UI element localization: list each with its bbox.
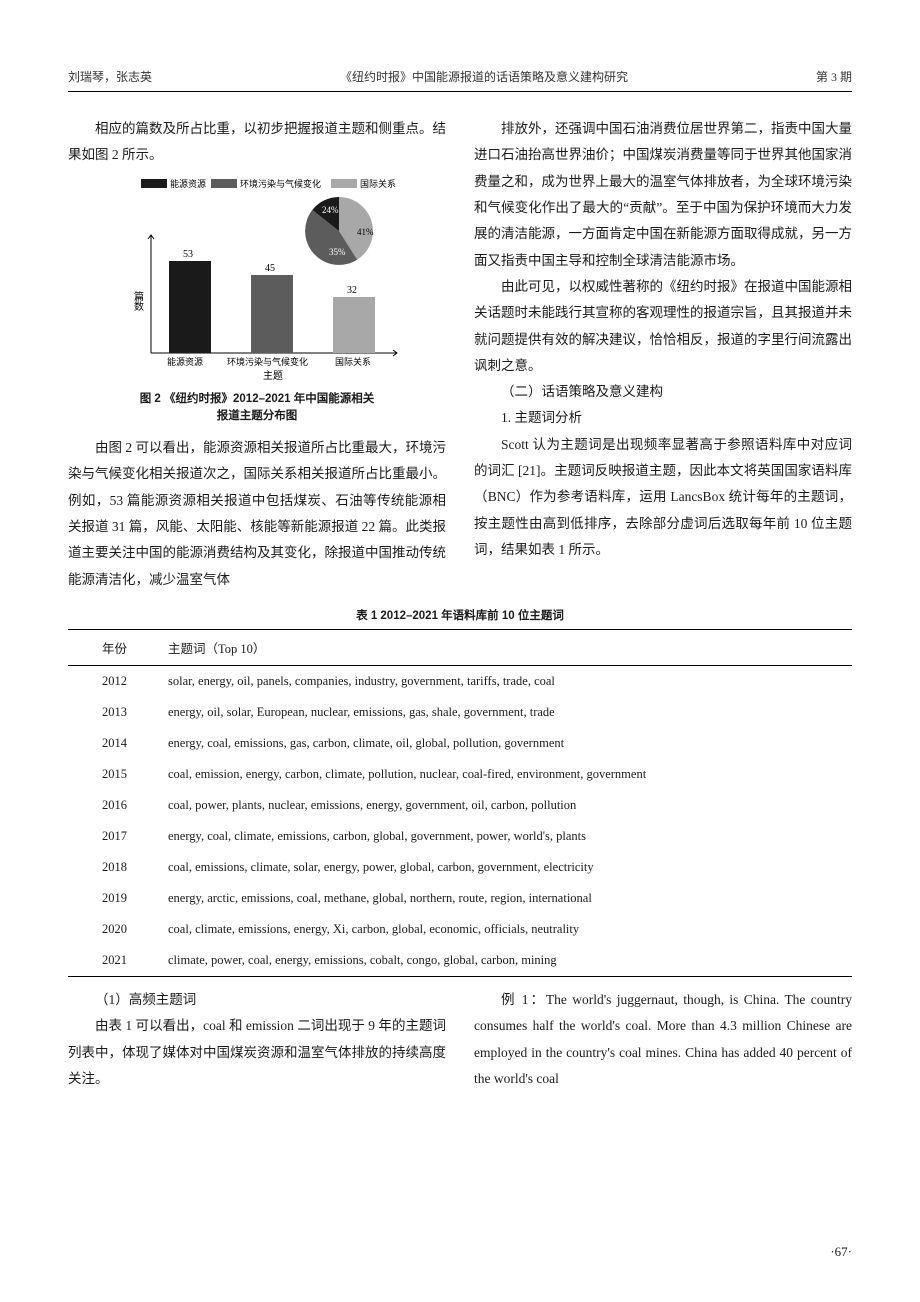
cell-year: 2021 — [68, 945, 158, 977]
cell-year: 2013 — [68, 697, 158, 728]
legend-2: 环境污染与气候变化 — [240, 178, 321, 189]
cell-topic: coal, emissions, climate, solar, energy,… — [158, 852, 852, 883]
cell-topic: energy, coal, emissions, gas, carbon, cl… — [158, 728, 852, 759]
xcat-2: 环境污染与气候变化 — [227, 356, 308, 367]
cell-topic: coal, emission, energy, carbon, climate,… — [158, 759, 852, 790]
cell-topic: energy, arctic, emissions, coal, methane… — [158, 883, 852, 914]
table-row: 2013energy, oil, solar, European, nuclea… — [68, 697, 852, 728]
xcat-3: 国际关系 — [335, 356, 371, 367]
header-issue: 第 3 期 — [816, 68, 852, 85]
right-p3: Scott 认为主题词是出现频率显著高于参照语料库中对应词的词汇 [21]。主题… — [474, 432, 852, 564]
page-header: 刘瑞琴，张志英 《纽约时报》中国能源报道的话语策略及意义建构研究 第 3 期 — [68, 68, 852, 92]
bar-val-2: 45 — [265, 263, 275, 274]
fig-cap-l1: 图 2 《纽约时报》2012–2021 年中国能源相关 — [140, 393, 375, 405]
table-caption: 表 1 2012–2021 年语料库前 10 位主题词 — [68, 607, 852, 623]
xlabel: 主题 — [263, 370, 283, 382]
legend-1: 能源资源 — [170, 178, 206, 189]
right-column: 排放外，还强调中国石油消费位居世界第二，指责中国大量进口石油抬高世界油价；中国煤… — [474, 116, 852, 593]
left-p2: 由图 2 可以看出，能源资源相关报道所占比重最大，环境污染与气候变化相关报道次之… — [68, 435, 446, 593]
main-columns: 相应的篇数及所占比重，以初步把握报道主题和侧重点。结果如图 2 所示。 能源资源… — [68, 116, 852, 593]
left-column: 相应的篇数及所占比重，以初步把握报道主题和侧重点。结果如图 2 所示。 能源资源… — [68, 116, 446, 593]
right-p1: 排放外，还强调中国石油消费位居世界第二，指责中国大量进口石油抬高世界油价；中国煤… — [474, 116, 852, 274]
table-1: 表 1 2012–2021 年语料库前 10 位主题词 年份 主题词（Top 1… — [68, 607, 852, 977]
pie-label-41: 41% — [357, 227, 374, 237]
table-row: 2017energy, coal, climate, emissions, ca… — [68, 821, 852, 852]
th-year: 年份 — [68, 630, 158, 666]
table-header-row: 年份 主题词（Top 10） — [68, 630, 852, 666]
xcat-1: 能源资源 — [167, 356, 203, 367]
table-row: 2018coal, emissions, climate, solar, ene… — [68, 852, 852, 883]
th-topic: 主题词（Top 10） — [158, 630, 852, 666]
ylabel: 篇数 — [132, 289, 144, 311]
pie-label-24: 24% — [322, 205, 339, 215]
pie-label-35: 35% — [329, 247, 346, 257]
cell-year: 2018 — [68, 852, 158, 883]
left-p1: 相应的篇数及所占比重，以初步把握报道主题和侧重点。结果如图 2 所示。 — [68, 116, 446, 169]
pie-chart: 41% 35% 24% — [305, 197, 374, 265]
chart-svg: 能源资源 环境污染与气候变化 国际关系 41% — [107, 175, 407, 385]
cell-year: 2012 — [68, 666, 158, 698]
cell-topic: coal, climate, emissions, energy, Xi, ca… — [158, 914, 852, 945]
cell-topic: energy, coal, climate, emissions, carbon… — [158, 821, 852, 852]
cell-year: 2016 — [68, 790, 158, 821]
cell-topic: climate, power, coal, energy, emissions,… — [158, 945, 852, 977]
table-row: 2021climate, power, coal, energy, emissi… — [68, 945, 852, 977]
keywords-table: 年份 主题词（Top 10） 2012solar, energy, oil, p… — [68, 629, 852, 977]
legend-3: 国际关系 — [360, 178, 396, 189]
subsubsection-1: （1）高频主题词 — [68, 987, 446, 1013]
table-row: 2014energy, coal, emissions, gas, carbon… — [68, 728, 852, 759]
right-p2: 由此可见，以权威性著称的《纽约时报》在报道中国能源相关话题时未能践行其宣称的客观… — [474, 274, 852, 379]
lower-right: 例 1：The world's juggernaut, though, is C… — [474, 987, 852, 1092]
example-1: 例 1：The world's juggernaut, though, is C… — [474, 987, 852, 1092]
cell-year: 2019 — [68, 883, 158, 914]
cell-year: 2014 — [68, 728, 158, 759]
table-row: 2019energy, arctic, emissions, coal, met… — [68, 883, 852, 914]
table-row: 2015coal, emission, energy, carbon, clim… — [68, 759, 852, 790]
page-number: ·67· — [830, 1244, 852, 1260]
fig-cap-l2: 报道主题分布图 — [217, 410, 298, 422]
figure-2: 能源资源 环境污染与气候变化 国际关系 41% — [68, 175, 446, 426]
bar-val-1: 53 — [183, 249, 193, 260]
header-authors: 刘瑞琴，张志英 — [68, 68, 152, 85]
cell-year: 2020 — [68, 914, 158, 945]
lower-left-p1: 由表 1 可以看出，coal 和 emission 二词出现于 9 年的主题词列… — [68, 1013, 446, 1092]
lower-left: （1）高频主题词 由表 1 可以看出，coal 和 emission 二词出现于… — [68, 987, 446, 1092]
subsection-title-1: 1. 主题词分析 — [474, 405, 852, 431]
cell-topic: coal, power, plants, nuclear, emissions,… — [158, 790, 852, 821]
bar-val-3: 32 — [347, 285, 357, 296]
cell-topic: energy, oil, solar, European, nuclear, e… — [158, 697, 852, 728]
lower-columns: （1）高频主题词 由表 1 可以看出，coal 和 emission 二词出现于… — [68, 987, 852, 1092]
table-row: 2020coal, climate, emissions, energy, Xi… — [68, 914, 852, 945]
table-row: 2012solar, energy, oil, panels, companie… — [68, 666, 852, 698]
cell-year: 2017 — [68, 821, 158, 852]
cell-year: 2015 — [68, 759, 158, 790]
section-title-2: （二）话语策略及意义建构 — [474, 379, 852, 405]
table-row: 2016coal, power, plants, nuclear, emissi… — [68, 790, 852, 821]
cell-topic: solar, energy, oil, panels, companies, i… — [158, 666, 852, 698]
figure-caption: 图 2 《纽约时报》2012–2021 年中国能源相关 报道主题分布图 — [68, 391, 446, 426]
header-title: 《纽约时报》中国能源报道的话语策略及意义建构研究 — [152, 68, 816, 85]
